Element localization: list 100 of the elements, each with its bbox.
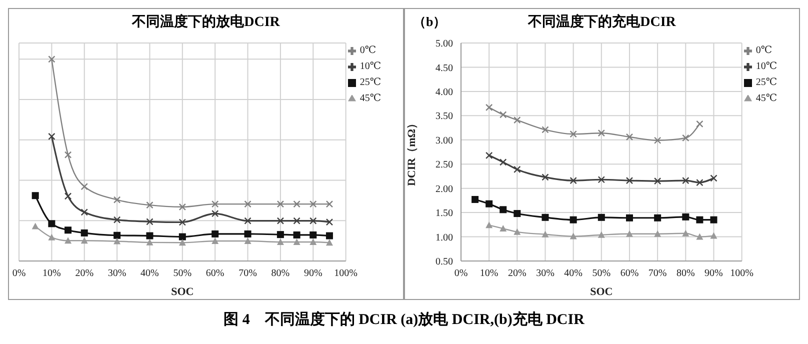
- point: [276, 238, 284, 246]
- legend-label: 45℃: [756, 93, 777, 104]
- y-tick-label: 2.50: [436, 160, 453, 171]
- point: [570, 232, 577, 240]
- point: [696, 178, 704, 186]
- point: [500, 225, 507, 232]
- y-tick-label: 0.50: [436, 256, 453, 268]
- point: [485, 104, 493, 112]
- point: [598, 130, 606, 137]
- y-tick-label: 1.50: [436, 208, 453, 220]
- point: [326, 232, 333, 240]
- point: [710, 216, 718, 224]
- point: [486, 200, 493, 208]
- y-tick-label: 1.00: [436, 232, 453, 244]
- x-axis-title: SOC: [171, 286, 194, 298]
- point: [178, 203, 186, 211]
- x-tick-label: 20%: [508, 268, 526, 280]
- point: [64, 226, 72, 234]
- text: （b）: [413, 13, 446, 31]
- x-tick-label: 50%: [592, 268, 611, 280]
- point: [48, 132, 56, 140]
- y-tick-label: 3.00: [436, 135, 453, 146]
- point: [654, 136, 662, 144]
- x-tick-label: 100%: [730, 268, 754, 280]
- x-tick-label: 70%: [648, 268, 667, 280]
- chart-title: 不同温度下的充电DCIR: [528, 15, 676, 30]
- point: [696, 120, 704, 128]
- point: [293, 217, 300, 224]
- point: [244, 200, 252, 208]
- x-tick-label: 90%: [304, 268, 322, 280]
- point: [542, 214, 549, 221]
- point: [293, 200, 300, 208]
- x-tick-label: 20%: [75, 268, 94, 280]
- point: [244, 230, 252, 238]
- point: [244, 238, 252, 244]
- x-axis-title: SOC: [590, 286, 613, 298]
- legend-label: 0℃: [756, 45, 772, 56]
- point: [80, 208, 88, 216]
- point: [626, 176, 634, 184]
- point: [32, 192, 39, 200]
- point: [244, 217, 252, 224]
- point: [696, 233, 704, 240]
- x-tick-label: 60%: [620, 268, 639, 280]
- point: [570, 176, 577, 184]
- point: [696, 216, 704, 224]
- y-tick-label: 4.50: [436, 62, 453, 74]
- y-tick-label: 2.00: [436, 184, 453, 195]
- y-axis-title: DCIR（mΩ）: [406, 118, 418, 186]
- point: [542, 174, 549, 181]
- x-tick-label: 0%: [12, 268, 26, 280]
- point: [276, 217, 284, 224]
- point: [146, 218, 154, 226]
- point: [146, 238, 154, 246]
- point: [310, 217, 317, 224]
- point: [178, 239, 186, 246]
- point: [570, 216, 577, 224]
- point: [64, 151, 72, 158]
- point: [146, 201, 154, 209]
- legend-label: 25℃: [756, 77, 777, 88]
- point: [48, 220, 56, 228]
- point: [570, 130, 577, 138]
- point: [682, 134, 690, 142]
- x-tick-label: 40%: [564, 268, 582, 280]
- point: [598, 231, 605, 238]
- y-tick-label: 3.50: [436, 111, 453, 122]
- x-tick-label: 50%: [173, 268, 192, 280]
- point: [682, 213, 690, 220]
- point: [654, 177, 662, 185]
- x-tick-label: 10%: [42, 268, 61, 280]
- x-tick-label: 40%: [140, 268, 159, 280]
- point: [310, 238, 317, 246]
- y-tick-label: 4.00: [436, 86, 453, 98]
- point: [178, 233, 186, 240]
- point: [293, 238, 300, 246]
- point: [64, 192, 72, 200]
- point: [710, 232, 718, 239]
- x-tick-label: 30%: [536, 268, 554, 280]
- point: [211, 200, 219, 208]
- point: [310, 200, 317, 208]
- point: [682, 230, 690, 236]
- point: [514, 228, 521, 235]
- point: [64, 237, 72, 244]
- point: [80, 182, 88, 190]
- point: [514, 116, 521, 124]
- x-tick-label: 100%: [334, 268, 358, 280]
- point: [146, 232, 154, 240]
- x-tick-label: 10%: [480, 268, 498, 280]
- legend-label: 10℃: [756, 61, 777, 72]
- legend-label: 10℃: [360, 61, 381, 72]
- point: [542, 126, 549, 134]
- point: [598, 176, 606, 184]
- point: [500, 158, 507, 166]
- point: [485, 152, 493, 159]
- point: [48, 56, 56, 63]
- point: [276, 200, 284, 208]
- point: [212, 230, 219, 238]
- point: [114, 238, 121, 244]
- legend-label: 0℃: [360, 45, 376, 56]
- x-tick-label: 60%: [206, 268, 224, 280]
- point: [113, 216, 121, 224]
